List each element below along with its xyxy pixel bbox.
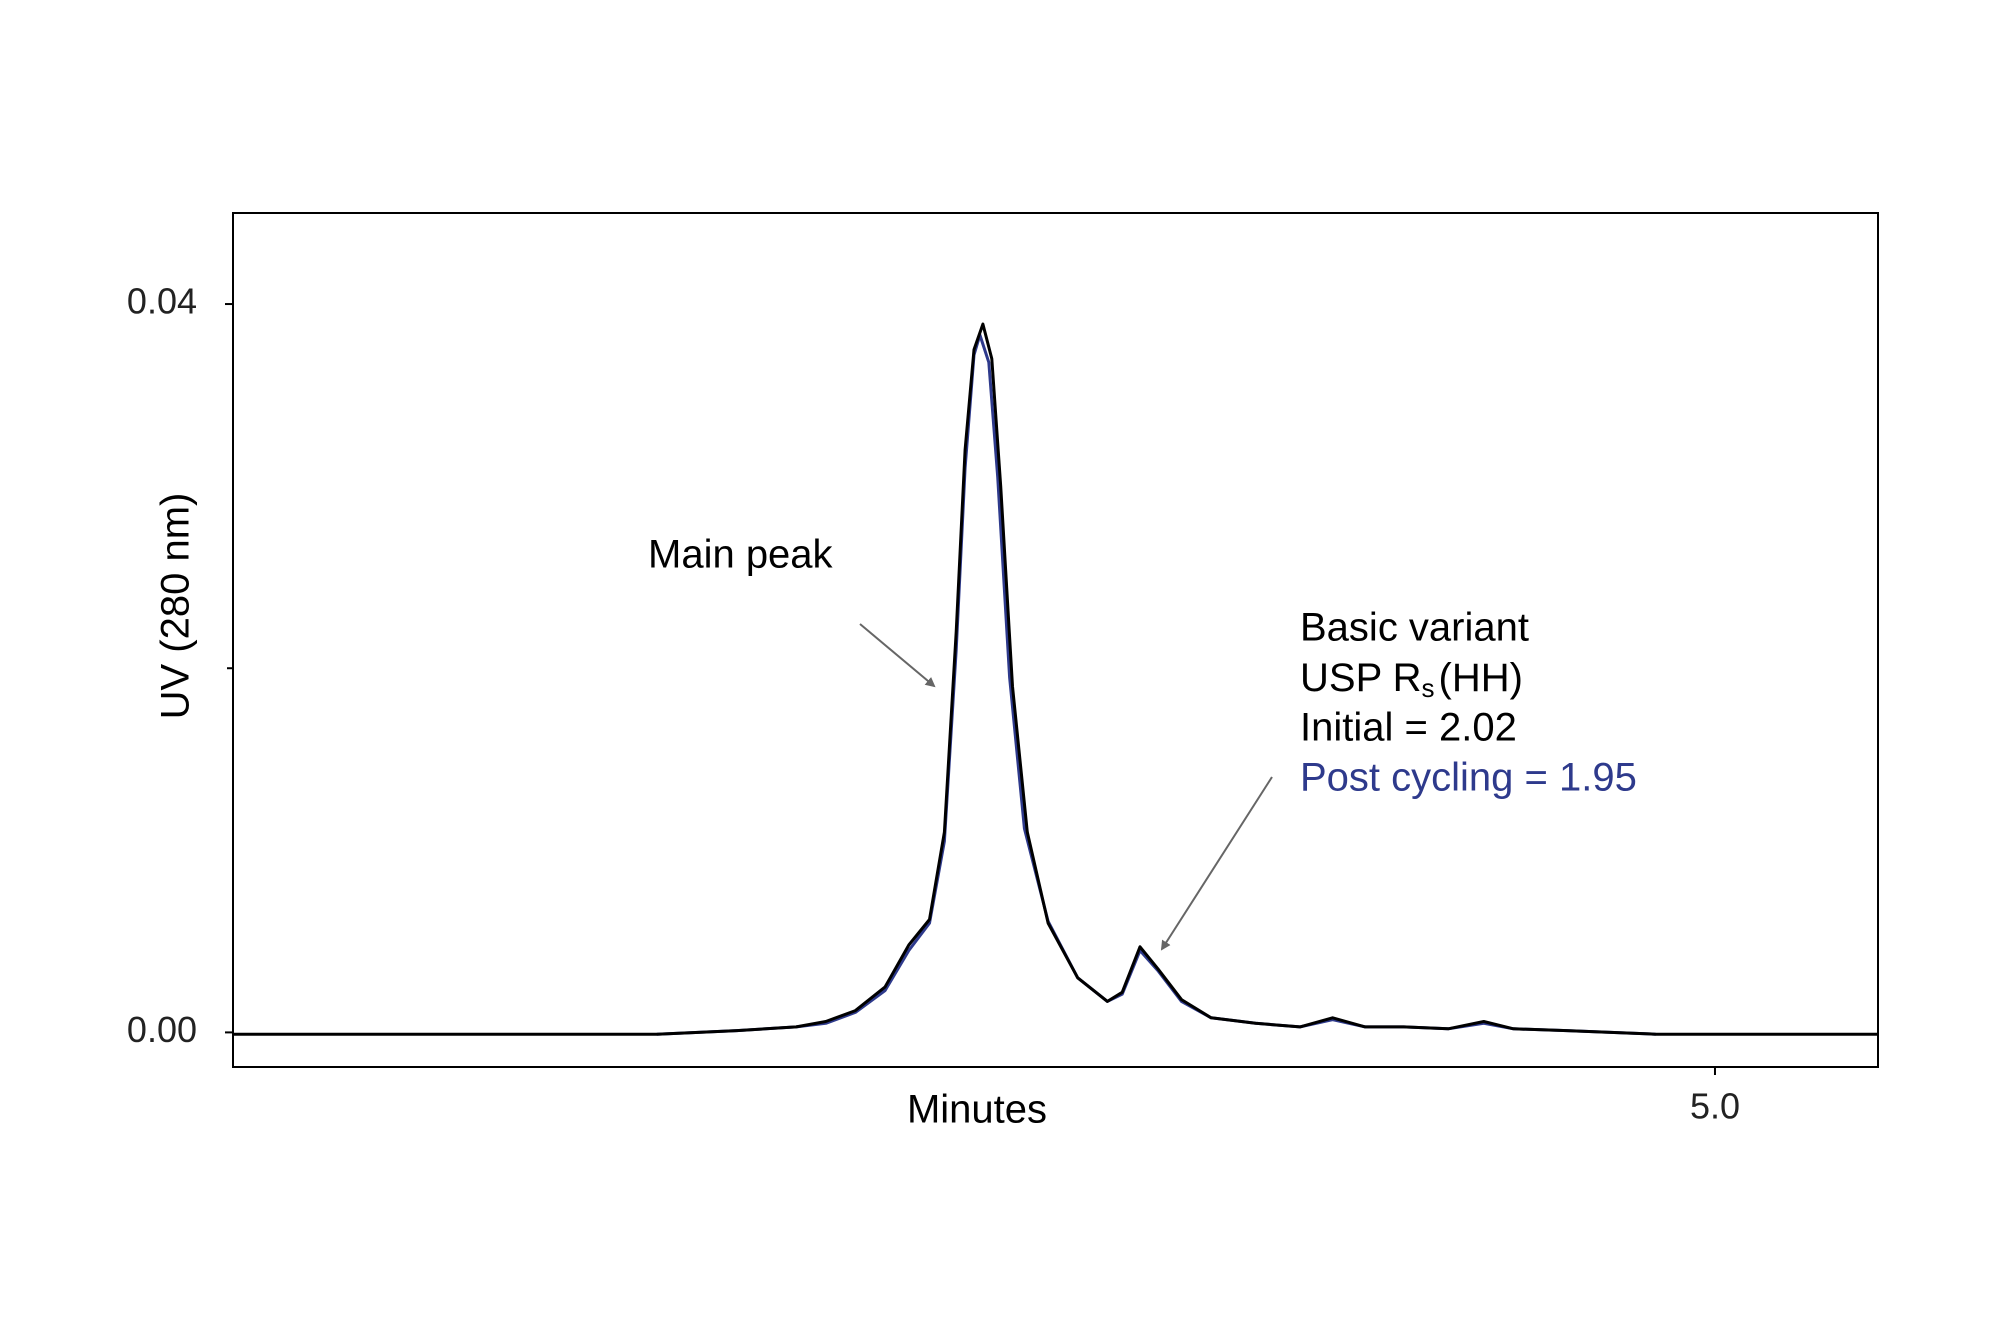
x-axis-label: Minutes xyxy=(907,1088,1047,1132)
annotation-part: (HH) xyxy=(1439,656,1523,700)
annotation-subscript: s xyxy=(1422,673,1435,703)
plot-frame xyxy=(232,212,1879,1068)
annotation: USP Rs (HH) xyxy=(1300,656,1523,703)
y-tick-label: 0.04 xyxy=(127,281,197,322)
annotation: Initial = 2.02 xyxy=(1300,706,1517,750)
annotation: Post cycling = 1.95 xyxy=(1300,756,1637,800)
y-tick-label: 0.00 xyxy=(127,1009,197,1050)
annotation: Basic variant xyxy=(1300,606,1529,650)
annotation-part: USP R xyxy=(1300,656,1422,700)
y-axis-label: UV (280 nm) xyxy=(154,493,198,720)
arrow xyxy=(1160,776,1273,951)
annotation: Main peak xyxy=(648,533,834,577)
trace xyxy=(233,322,1878,1036)
x-tick-label: 5.0 xyxy=(1690,1086,1740,1127)
arrow xyxy=(859,623,936,688)
